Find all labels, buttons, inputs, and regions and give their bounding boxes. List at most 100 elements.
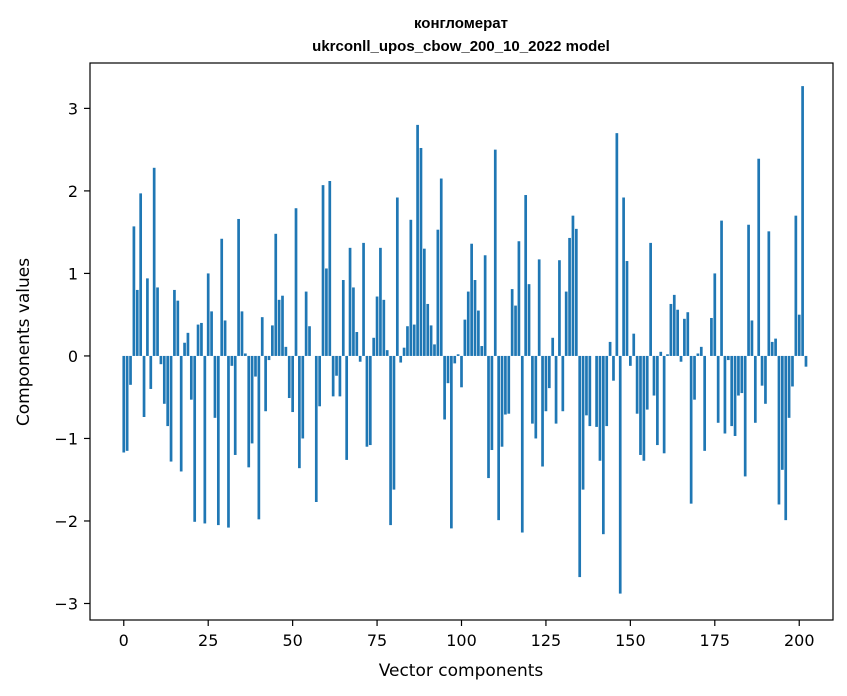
bar-66: [345, 355, 349, 460]
bar-5: [139, 193, 143, 356]
bar-39: [254, 355, 257, 377]
bar-122: [534, 355, 538, 439]
bar-38: [250, 355, 254, 444]
bar-135: [578, 355, 582, 578]
y-axis-ticks: −3 −2 −1 0 1 2 3: [54, 99, 90, 613]
bar-167: [686, 312, 690, 356]
bar-21: [193, 355, 197, 522]
chart-title-line2: ukrconll_upos_cbow_200_10_2022 model: [312, 38, 610, 55]
bar-161: [666, 354, 669, 356]
bar-82: [399, 355, 403, 363]
bar-45: [274, 233, 278, 356]
bar-159: [659, 351, 663, 356]
bar-109: [490, 355, 494, 451]
bar-2: [129, 355, 132, 385]
bar-178: [723, 355, 727, 434]
bar-55: [308, 326, 311, 356]
bar-87: [416, 124, 419, 356]
bar-47: [281, 295, 284, 356]
bar-166: [683, 318, 686, 356]
bar-114: [507, 355, 511, 414]
bar-145: [612, 355, 615, 381]
bar-191: [767, 231, 771, 356]
bar-1: [125, 355, 129, 451]
bar-187: [753, 355, 757, 423]
bar-174: [710, 317, 713, 356]
bar-42: [264, 355, 267, 412]
bar-158: [656, 355, 659, 446]
bar-121: [531, 355, 534, 424]
bar-13: [166, 355, 170, 427]
bar-186: [750, 320, 754, 356]
bar-202: [804, 355, 808, 367]
bar-52: [298, 355, 301, 469]
bar-20: [189, 355, 193, 400]
x-tick-label: 75: [367, 631, 387, 650]
bar-108: [487, 355, 490, 479]
bar-71: [362, 242, 365, 356]
bar-88: [419, 147, 423, 356]
bar-118: [520, 355, 524, 533]
bar-93: [436, 229, 440, 356]
bar-70: [358, 355, 362, 362]
bar-86: [412, 324, 416, 356]
chart-title-line1: конгломерат: [414, 15, 508, 32]
bar-105: [477, 310, 480, 356]
x-tick-label: 175: [700, 631, 731, 650]
bar-61: [328, 181, 332, 356]
bar-134: [574, 228, 578, 356]
bar-78: [385, 350, 389, 356]
bar-131: [564, 291, 568, 356]
bar-67: [348, 247, 352, 356]
bar-22: [196, 324, 200, 356]
bar-62: [331, 355, 335, 397]
bar-111: [497, 355, 500, 521]
x-tick-label: 50: [282, 631, 302, 650]
y-tick-label: −1: [54, 429, 78, 448]
bar-51: [294, 208, 298, 356]
bar-95: [443, 355, 446, 420]
bar-64: [338, 355, 342, 397]
bar-29: [220, 238, 224, 356]
bar-19: [186, 332, 190, 356]
bar-137: [585, 355, 588, 416]
bar-76: [379, 247, 382, 356]
y-tick-label: −3: [54, 594, 78, 613]
bar-59: [321, 185, 325, 356]
y-tick-label: −2: [54, 512, 78, 531]
bar-40: [257, 355, 261, 520]
x-tick-label: 0: [119, 631, 129, 650]
bar-7: [146, 278, 149, 356]
bar-100: [460, 355, 463, 388]
bar-27: [213, 355, 217, 418]
y-tick-label: 3: [68, 99, 78, 118]
bar-125: [544, 355, 548, 412]
bar-96: [446, 355, 450, 384]
y-axis-label: Components values: [14, 258, 34, 426]
bar-58: [318, 355, 321, 407]
bar-103: [470, 243, 473, 356]
bar-164: [676, 309, 679, 356]
bar-16: [176, 300, 180, 356]
bar-33: [233, 355, 237, 455]
bar-54: [304, 291, 308, 356]
bar-196: [784, 355, 788, 521]
bar-185: [747, 224, 750, 356]
bar-101: [463, 319, 467, 356]
bar-115: [510, 289, 514, 356]
bar-146: [615, 133, 619, 356]
x-tick-label: 150: [615, 631, 646, 650]
bar-79: [389, 355, 392, 526]
bar-97: [450, 355, 453, 529]
x-tick-label: 100: [446, 631, 477, 650]
bar-110: [493, 149, 497, 356]
bar-152: [635, 355, 639, 414]
bar-157: [652, 355, 656, 396]
bar-127: [551, 337, 555, 356]
bar-128: [554, 355, 558, 424]
bar-163: [672, 294, 676, 356]
bar-74: [372, 337, 376, 356]
bar-11: [159, 355, 163, 365]
bar-68: [352, 287, 355, 356]
bar-168: [689, 355, 693, 504]
